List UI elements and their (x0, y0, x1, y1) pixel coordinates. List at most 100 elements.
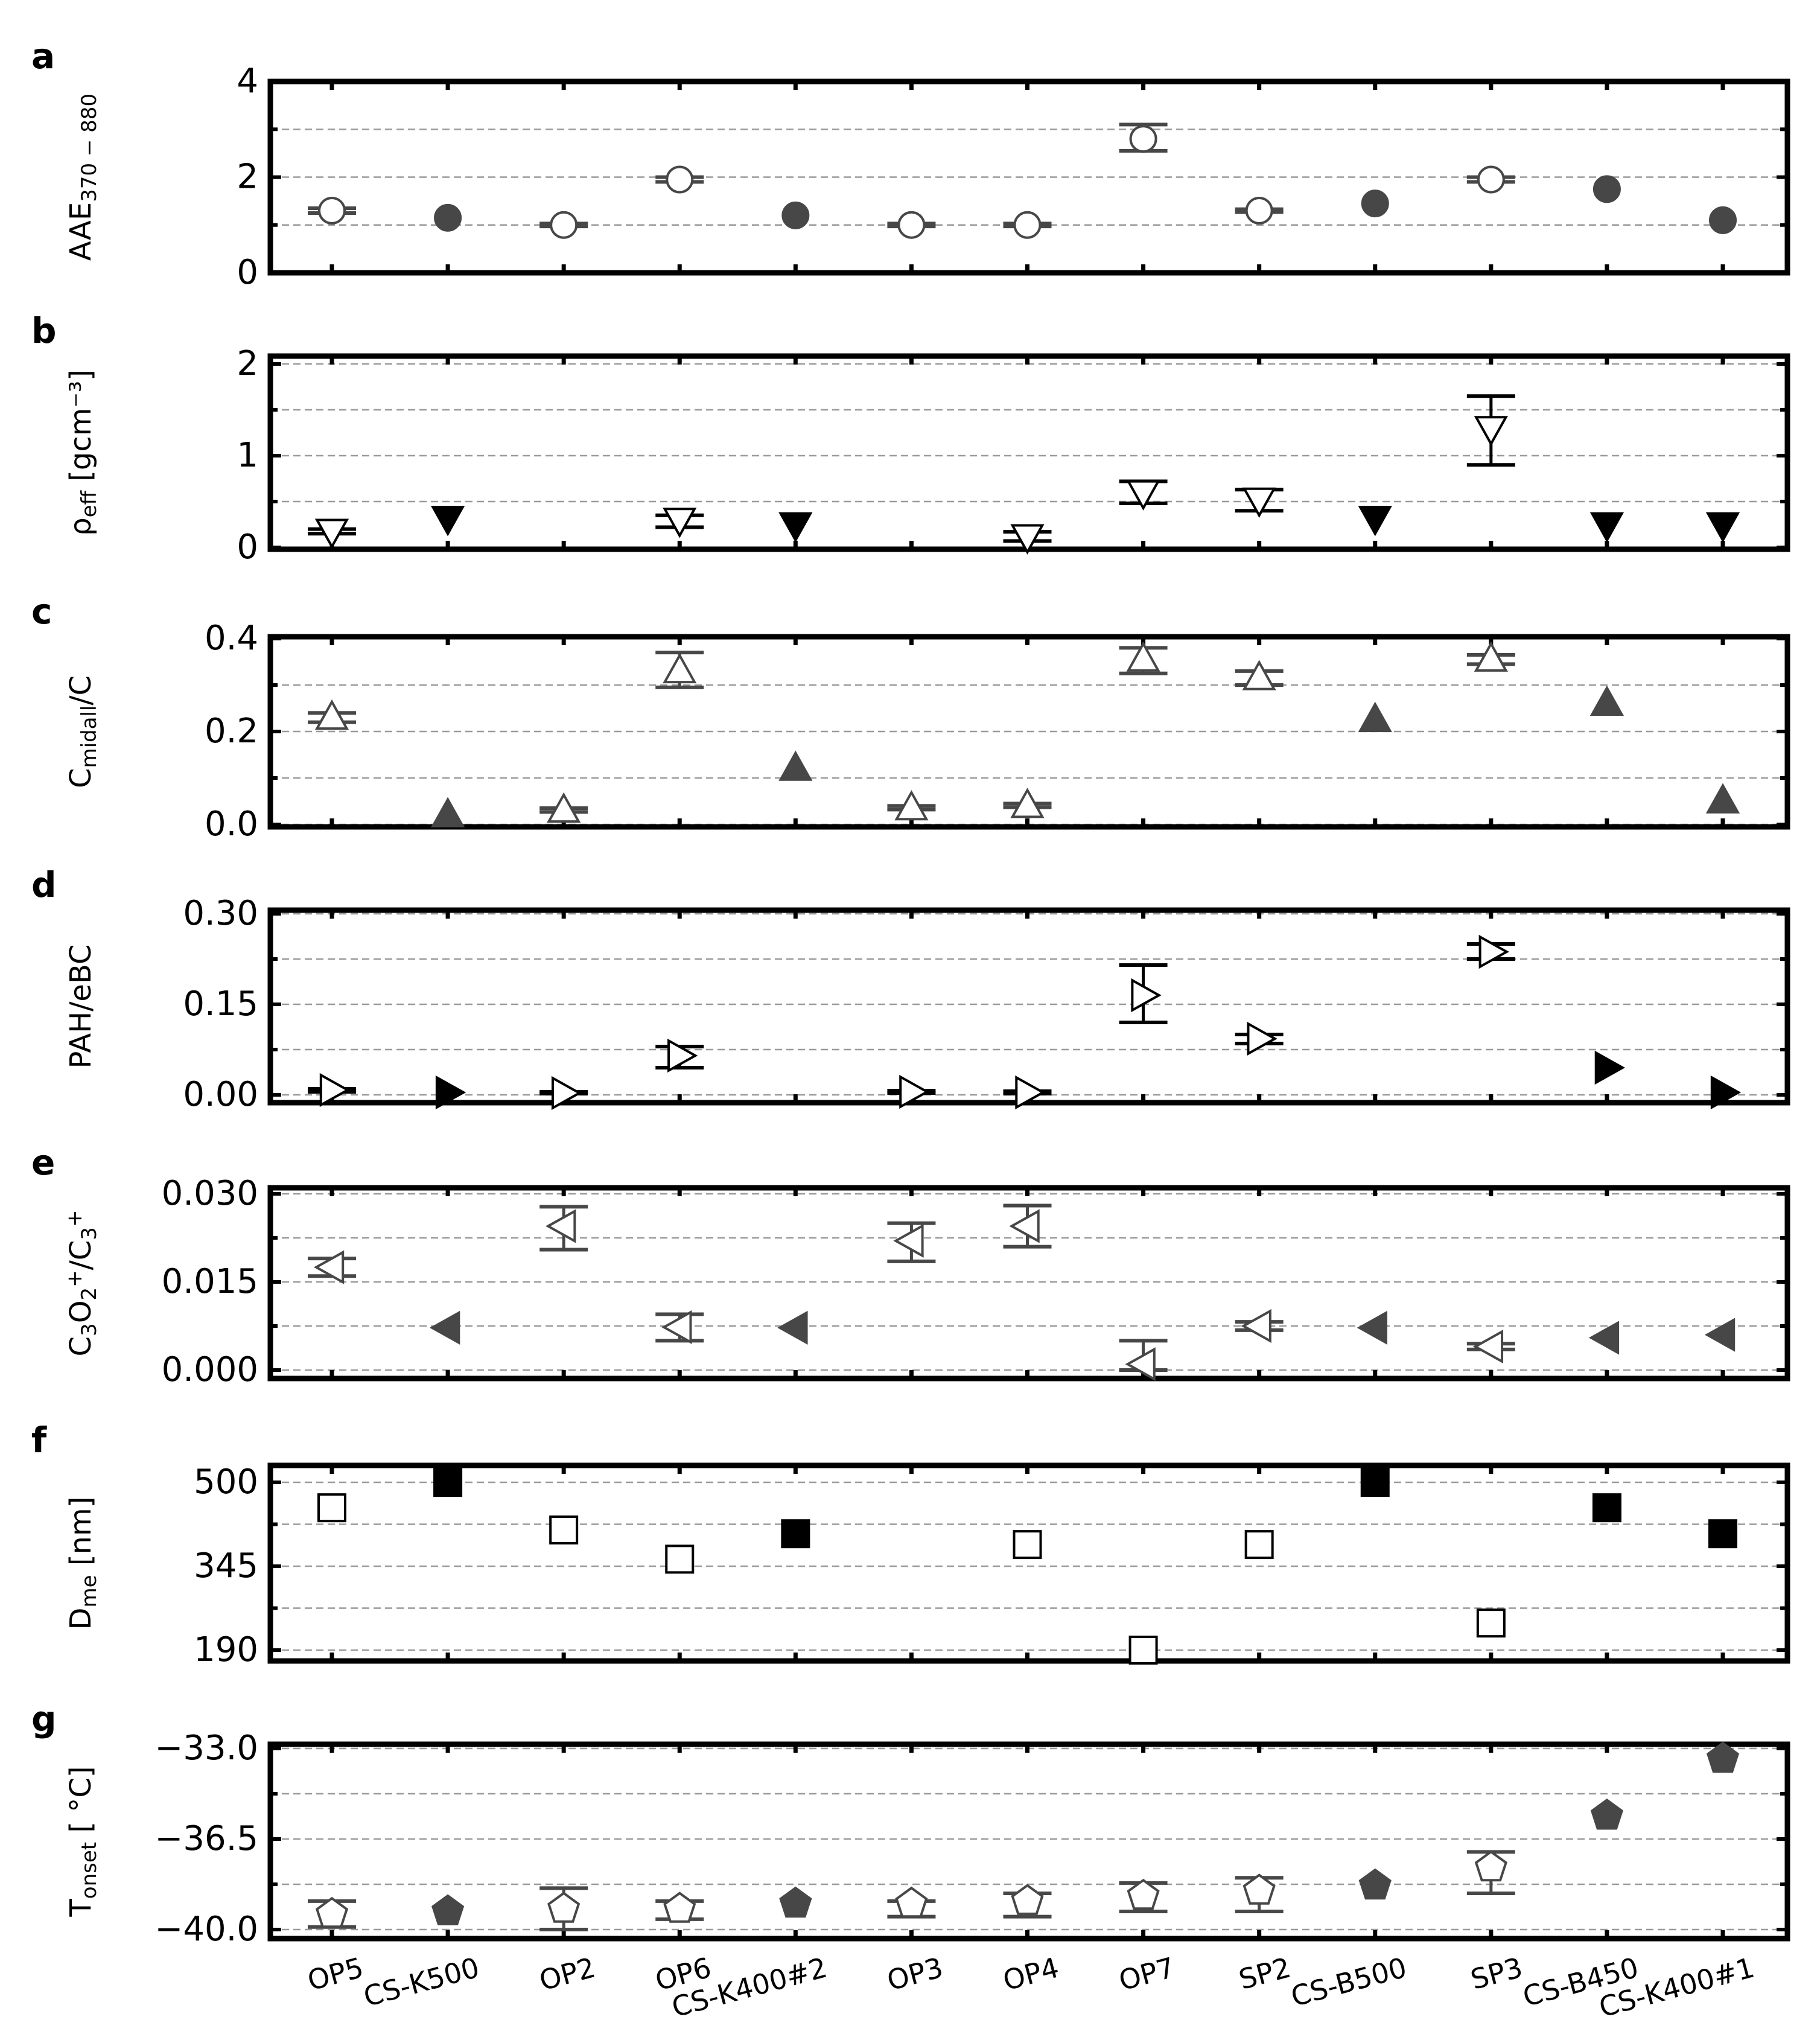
data-point-OP3 (887, 1074, 936, 1109)
data-point-CS-K400#2 (777, 1310, 808, 1345)
marker-triangle-left (1241, 1308, 1271, 1344)
marker-triangle-right (1247, 1021, 1278, 1056)
x-tick-label: OP2 (536, 1951, 599, 1997)
data-point-OP7 (1128, 1636, 1158, 1665)
data-point-CS-K500 (434, 203, 462, 232)
x-tick-label: CS-K500 (360, 1951, 483, 2013)
marker-triangle-right (899, 1074, 930, 1109)
marker-pentagon (1242, 1873, 1276, 1905)
panel-b: b 0 1 2 ρeff [gcm⁻³] (31, 310, 1790, 567)
marker-triangle-up (1010, 788, 1045, 818)
data-point-CS-B450 (1592, 1493, 1621, 1523)
marker-triangle-left (661, 1310, 692, 1345)
marker-triangle-down (1242, 487, 1276, 518)
data-point-CS-K500 (431, 1894, 465, 1925)
data-point-OP3 (887, 1221, 936, 1263)
marker-triangle-up (1126, 641, 1160, 672)
data-point-CS-B450 (1592, 175, 1621, 203)
data-point-OP4 (1003, 1075, 1052, 1110)
marker-circle (1245, 196, 1273, 225)
marker-pentagon (1590, 1798, 1623, 1830)
data-point-OP2 (539, 1886, 588, 1931)
marker-square (317, 1493, 346, 1523)
data-point-OP6 (655, 1038, 704, 1073)
y-tick-label: 0.30 (183, 894, 258, 933)
marker-pentagon (1127, 1878, 1160, 1910)
data-point-OP2 (539, 792, 588, 823)
panel-g: g −40.0 −36.5 −33.0 Tonset [ °C] (31, 1698, 1790, 1949)
data-point-OP7 (1119, 1878, 1168, 1913)
data-point-SP3 (1466, 1329, 1515, 1364)
y-axis-label: AAE370 − 880 (64, 94, 101, 261)
y-tick-label: 0 (237, 528, 258, 567)
x-tick-label: CS-B500 (1288, 1951, 1410, 2013)
data-point-CS-K400#1 (1705, 783, 1740, 814)
data-point-OP5 (308, 196, 356, 225)
data-point-CS-K500 (430, 797, 465, 827)
data-point-CS-B500 (1361, 190, 1389, 218)
marker-circle (1129, 125, 1157, 153)
marker-triangle-right (1478, 934, 1509, 969)
data-point-CS-B450 (1590, 1798, 1623, 1830)
data-point-SP2 (1244, 1530, 1274, 1560)
data-point-OP3 (887, 211, 936, 239)
marker-triangle-right (551, 1076, 582, 1111)
data-point-SP3 (1466, 1850, 1515, 1895)
marker-square (1013, 1530, 1042, 1560)
data-point-CS-K400#1 (1705, 512, 1740, 543)
data-point-SP3 (1476, 1608, 1506, 1638)
marker-square (433, 1468, 463, 1497)
panel-a: a 0 2 4 AAE370 − 880 (31, 36, 1790, 292)
data-point-OP4 (1003, 1884, 1052, 1919)
marker-triangle-down (663, 508, 697, 538)
data-point-OP4 (1003, 788, 1052, 818)
marker-pentagon (1474, 1850, 1507, 1882)
x-tick-label: SP2 (1235, 1951, 1294, 1995)
marker-triangle-left (1009, 1209, 1040, 1243)
marker-circle (781, 201, 810, 229)
marker-pentagon (547, 1892, 581, 1923)
panels: a 0 2 4 AAE370 − 880 b 0 1 2 ρeff [gcm⁻³] c 0.0 0.2 0… (31, 36, 1790, 2024)
data-point-CS-B450 (1589, 512, 1624, 543)
x-tick-label: OP3 (883, 1951, 946, 1997)
data-point-OP6 (665, 1544, 695, 1574)
data-point-CS-K400#2 (779, 1886, 812, 1918)
data-point-CS-B450 (1594, 1050, 1626, 1085)
marker-circle (1013, 211, 1042, 239)
y-axis-label: Tonset [ °C] (64, 1766, 101, 1917)
data-point-CS-B500 (1357, 1310, 1387, 1345)
marker-triangle-up (778, 750, 813, 781)
data-point-OP3 (887, 1886, 936, 1919)
data-point-OP7 (1119, 963, 1168, 1024)
data-point-OP6 (655, 165, 704, 194)
marker-triangle-up (1474, 641, 1508, 672)
y-tick-label: −33.0 (154, 1729, 258, 1768)
y-tick-label: −36.5 (154, 1819, 258, 1858)
data-point-CS-K400#2 (778, 750, 813, 781)
panel-e: e 0.000 0.015 0.030 C3O2+/C3+ (31, 1142, 1790, 1389)
marker-triangle-left (1704, 1318, 1736, 1352)
marker-triangle-up (894, 789, 929, 821)
y-tick-label: 0.4 (205, 619, 258, 658)
data-point-CS-B450 (1589, 685, 1624, 716)
marker-triangle-left (546, 1209, 576, 1243)
panel-letter-b: b (31, 310, 57, 351)
marker-triangle-down (1010, 524, 1045, 555)
data-point-CS-K400#1 (1709, 206, 1737, 234)
y-tick-label: −40.0 (154, 1910, 258, 1949)
marker-triangle-left (893, 1223, 924, 1258)
y-axis-label: Cmidall/C (64, 675, 101, 788)
y-tick-label: 2 (237, 344, 258, 383)
marker-triangle-right (319, 1073, 351, 1108)
data-point-SP2 (1235, 196, 1284, 225)
marker-triangle-down (1474, 416, 1508, 447)
y-tick-label: 0.030 (162, 1174, 258, 1213)
data-point-CS-B450 (1588, 1321, 1620, 1355)
panel-letter-a: a (31, 36, 55, 77)
data-point-CS-B500 (1358, 506, 1392, 537)
marker-triangle-up (1589, 685, 1624, 716)
data-point-SP3 (1466, 394, 1515, 467)
y-tick-label: 0.015 (162, 1262, 258, 1301)
marker-circle (1592, 175, 1621, 203)
